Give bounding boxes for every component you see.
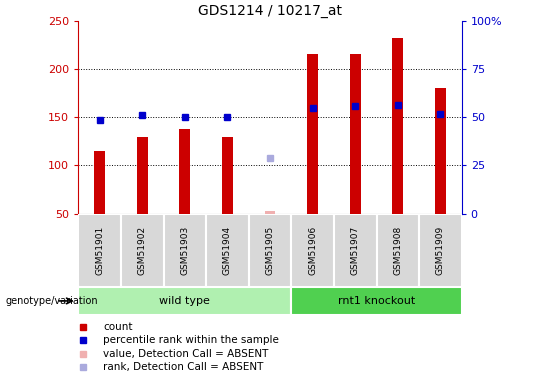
Text: rnt1 knockout: rnt1 knockout [338,296,415,306]
Bar [78,287,291,315]
Bar [350,54,361,214]
Bar [291,287,462,315]
Text: genotype/variation: genotype/variation [5,296,98,306]
Text: GSM51904: GSM51904 [223,226,232,275]
Bar [334,214,376,287]
Text: GSM51906: GSM51906 [308,226,317,275]
Text: GSM51909: GSM51909 [436,226,445,275]
Text: GSM51905: GSM51905 [266,226,274,275]
Bar [265,211,275,214]
Text: GSM51901: GSM51901 [95,226,104,275]
Bar [376,214,419,287]
Bar [94,151,105,214]
Bar [435,88,445,214]
Bar [291,214,334,287]
Bar [179,129,190,214]
Text: rank, Detection Call = ABSENT: rank, Detection Call = ABSENT [103,363,264,372]
Text: value, Detection Call = ABSENT: value, Detection Call = ABSENT [103,349,268,359]
Title: GDS1214 / 10217_at: GDS1214 / 10217_at [198,4,342,18]
Bar [137,136,147,214]
Text: percentile rank within the sample: percentile rank within the sample [103,335,279,345]
Text: GSM51903: GSM51903 [180,226,190,275]
Bar [393,38,403,214]
Bar [206,214,249,287]
Bar [222,136,233,214]
Text: GSM51907: GSM51907 [350,226,360,275]
Text: GSM51908: GSM51908 [393,226,402,275]
Bar [249,214,291,287]
Bar [419,214,462,287]
Bar [307,54,318,214]
Text: GSM51902: GSM51902 [138,226,147,275]
Bar [121,214,164,287]
Text: wild type: wild type [159,296,210,306]
Bar [78,214,121,287]
Text: count: count [103,322,133,332]
Bar [164,214,206,287]
